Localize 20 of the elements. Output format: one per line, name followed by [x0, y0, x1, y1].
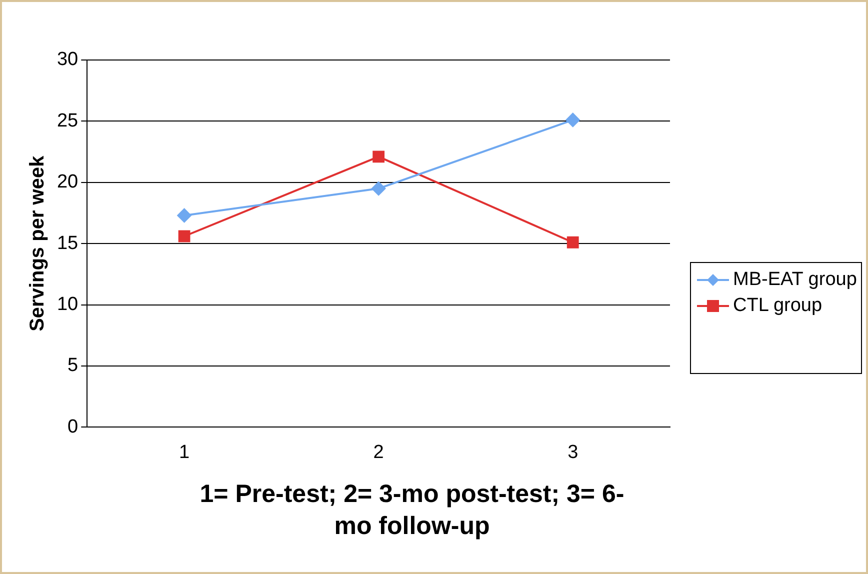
point	[372, 150, 385, 163]
y-tick-label: 5	[68, 355, 78, 376]
y-tick-label: 10	[56, 294, 78, 316]
point	[178, 230, 190, 242]
legend-label: CTL group	[733, 295, 822, 317]
y-tick-label: 15	[56, 232, 78, 254]
x-tick-label: 1	[178, 442, 190, 463]
y-tick-label: 30	[56, 49, 78, 70]
point	[177, 208, 192, 222]
x-axis-title: 1= Pre-test; 2= 3-mo post-test; 3= 6-mo follow-up	[198, 479, 626, 542]
point	[566, 112, 580, 127]
x-tick-label: 2	[373, 442, 384, 463]
x-tick-label: 3	[568, 442, 578, 463]
y-axis-title: Servings per week	[26, 154, 49, 332]
point	[372, 182, 386, 196]
y-tick-label: 20	[56, 172, 78, 193]
y-tick-label: 25	[56, 110, 78, 132]
legend-label: MB-EAT group	[733, 269, 857, 291]
y-tick-label: 0	[68, 416, 78, 438]
point	[566, 236, 579, 248]
